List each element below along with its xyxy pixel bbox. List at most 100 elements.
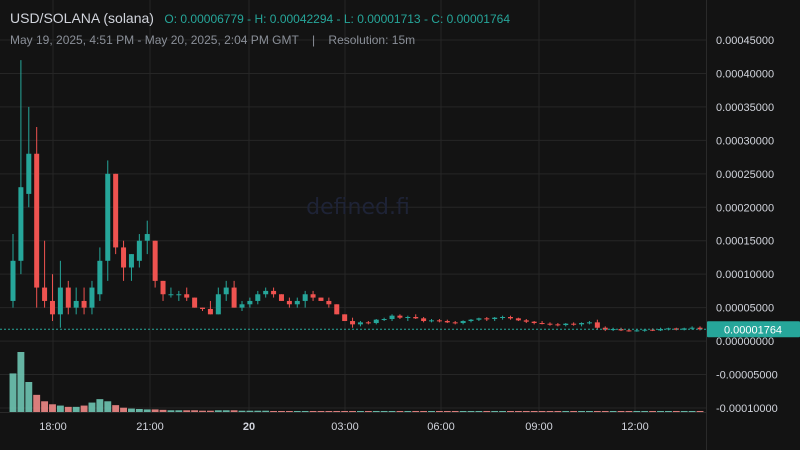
- candle: [365, 321, 371, 325]
- volume-bars: [9, 352, 704, 412]
- candle: [263, 287, 269, 298]
- candle: [334, 304, 340, 315]
- volume-bar: [262, 410, 270, 412]
- candle: [310, 290, 316, 301]
- candle: [476, 317, 482, 322]
- y-tick-label: -0.00005000: [716, 370, 778, 382]
- candle: [184, 287, 190, 301]
- volume-bar: [507, 411, 514, 412]
- candle: [357, 321, 363, 327]
- candle: [579, 322, 585, 327]
- volume-bar: [428, 411, 435, 412]
- chart-header: USD/SOLANA (solana) O: 0.00006779 - H: 0…: [10, 10, 510, 28]
- candle: [136, 234, 142, 268]
- volume-bar: [246, 410, 254, 412]
- volume-bar: [72, 406, 80, 412]
- candle: [381, 317, 387, 322]
- volume-bar: [578, 411, 585, 412]
- volume-bar: [451, 411, 459, 412]
- volume-bar: [285, 411, 293, 412]
- volume-bar: [672, 411, 680, 412]
- candle: [144, 220, 150, 255]
- candle: [421, 317, 427, 323]
- volume-bar: [128, 408, 135, 412]
- candle: [168, 287, 174, 298]
- candle: [405, 315, 411, 322]
- y-tick-label: 0.00010000: [716, 269, 774, 281]
- volume-bar: [230, 410, 238, 412]
- volume-bar: [214, 410, 222, 412]
- candle: [586, 321, 592, 325]
- candle: [484, 317, 490, 322]
- x-axis[interactable]: 18:00 21:00 20 03:00 06:00 09:00 12:00: [39, 421, 649, 433]
- volume-bar: [183, 410, 191, 412]
- volume-bar: [17, 352, 25, 412]
- volume-bar: [404, 411, 412, 412]
- volume-bar: [467, 411, 475, 412]
- y-axis[interactable]: 0.00045000 0.00040000 0.00035000 0.00030000…: [716, 35, 778, 415]
- candle: [65, 280, 71, 315]
- volume-bar: [278, 411, 285, 412]
- candle: [555, 323, 561, 327]
- volume-bar: [546, 411, 554, 412]
- volume-bar: [522, 411, 530, 412]
- candle: [231, 280, 237, 308]
- volume-bar: [443, 411, 451, 412]
- candle: [507, 315, 513, 320]
- resolution-label[interactable]: Resolution: 15m: [328, 33, 416, 47]
- volume-bar: [499, 411, 507, 412]
- volume-bar: [491, 411, 499, 412]
- volume-bar: [372, 411, 380, 412]
- volume-bar: [586, 411, 593, 412]
- volume-bar: [601, 411, 609, 412]
- candle: [97, 247, 103, 301]
- volume-bar: [357, 411, 364, 412]
- volume-bar: [641, 411, 649, 412]
- volume-bar: [309, 411, 317, 412]
- candle: [436, 319, 442, 323]
- candle: [444, 319, 450, 324]
- candle: [49, 274, 55, 322]
- candle: [571, 322, 577, 326]
- volume-bar: [80, 405, 88, 412]
- candle: [255, 290, 261, 305]
- candle: [389, 314, 395, 322]
- candle: [57, 260, 63, 328]
- candle: [326, 297, 332, 308]
- volume-bar: [222, 410, 230, 412]
- volume-bar: [175, 410, 183, 412]
- volume-bar: [554, 411, 562, 412]
- separator: |: [311, 33, 316, 47]
- candle: [152, 240, 158, 288]
- candle: [413, 314, 419, 320]
- y-tick-label: 0.00005000: [716, 303, 774, 315]
- volume-bar: [617, 411, 625, 412]
- candle: [373, 319, 379, 325]
- candle: [397, 314, 403, 320]
- candle: [128, 254, 134, 281]
- volume-bar: [388, 411, 396, 412]
- x-tick-label: 03:00: [331, 421, 359, 433]
- candle: [207, 300, 213, 315]
- candle: [113, 173, 119, 255]
- candle: [515, 317, 521, 322]
- volume-bar: [420, 411, 428, 412]
- candle: [350, 317, 356, 328]
- candle: [460, 320, 466, 325]
- y-tick-label: 0.00030000: [716, 135, 774, 147]
- candle: [278, 294, 284, 301]
- x-tick-label: 09:00: [525, 421, 553, 433]
- candle: [160, 280, 166, 301]
- volume-bar: [380, 411, 388, 412]
- volume-bar: [167, 410, 175, 412]
- volume-bar: [412, 411, 420, 412]
- y-tick-label: 0.00020000: [716, 202, 774, 214]
- x-tick-label: 21:00: [136, 421, 164, 433]
- volume-bar: [593, 411, 601, 412]
- candle: [523, 319, 529, 324]
- volume-bar: [514, 411, 522, 412]
- candle: [73, 287, 79, 315]
- volume-bar: [325, 411, 333, 412]
- candle: [105, 160, 111, 281]
